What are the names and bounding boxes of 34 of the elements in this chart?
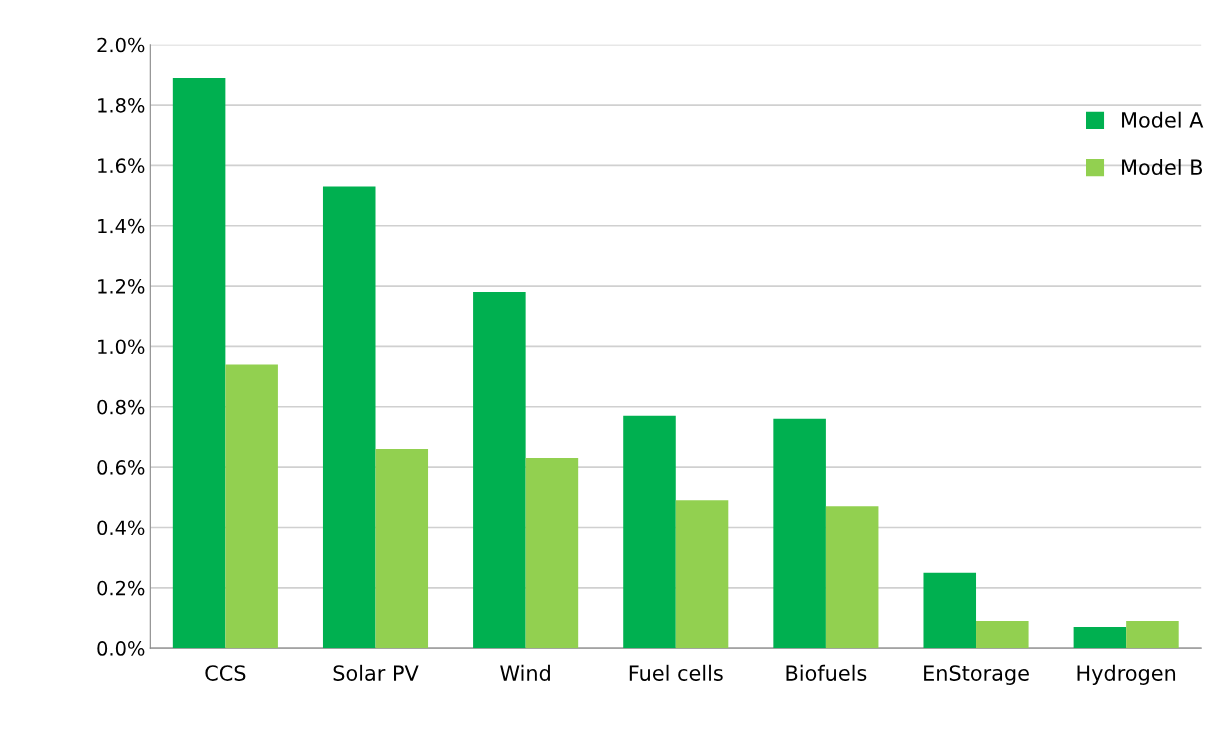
bar — [473, 292, 526, 649]
y-tick-label: 1.6% — [98, 158, 145, 174]
x-tick-label: Wind — [500, 664, 550, 681]
x-tick-label: Biofuels — [786, 664, 867, 681]
x-tick-label: Hydrogen — [1077, 664, 1176, 685]
y-tick-label: 1.8% — [98, 98, 145, 113]
bar — [773, 418, 826, 649]
x-tick-label: Fuel cells — [629, 664, 723, 681]
bar — [172, 77, 226, 649]
bar — [923, 572, 977, 649]
y-tick-label: 0.4% — [97, 520, 145, 536]
x-tick-label: EnStorage — [924, 665, 1029, 685]
y-tick-label: 2.0% — [97, 37, 145, 53]
bar — [322, 186, 376, 649]
bar — [675, 500, 729, 649]
legend-label: Model A — [1122, 111, 1204, 128]
bar — [976, 620, 1029, 649]
bar — [1126, 620, 1179, 649]
x-tick-label: Solar PV — [333, 664, 419, 681]
bar — [623, 415, 676, 649]
bar — [225, 364, 278, 649]
legend-label: Model B — [1122, 158, 1203, 176]
bar — [825, 506, 879, 649]
y-tick-label: 0.0% — [97, 641, 145, 656]
bar — [375, 449, 429, 649]
y-tick-label: 0.2% — [97, 580, 145, 596]
y-tick-label: 1.0% — [98, 339, 145, 355]
y-tick-label: 0.6% — [97, 460, 145, 475]
bar — [1073, 627, 1127, 649]
y-tick-label: 1.2% — [98, 279, 145, 294]
y-tick-label: 0.8% — [97, 399, 145, 415]
x-tick-label: CCS — [205, 665, 246, 681]
bar — [525, 458, 579, 649]
y-tick-label: 1.4% — [98, 218, 145, 234]
